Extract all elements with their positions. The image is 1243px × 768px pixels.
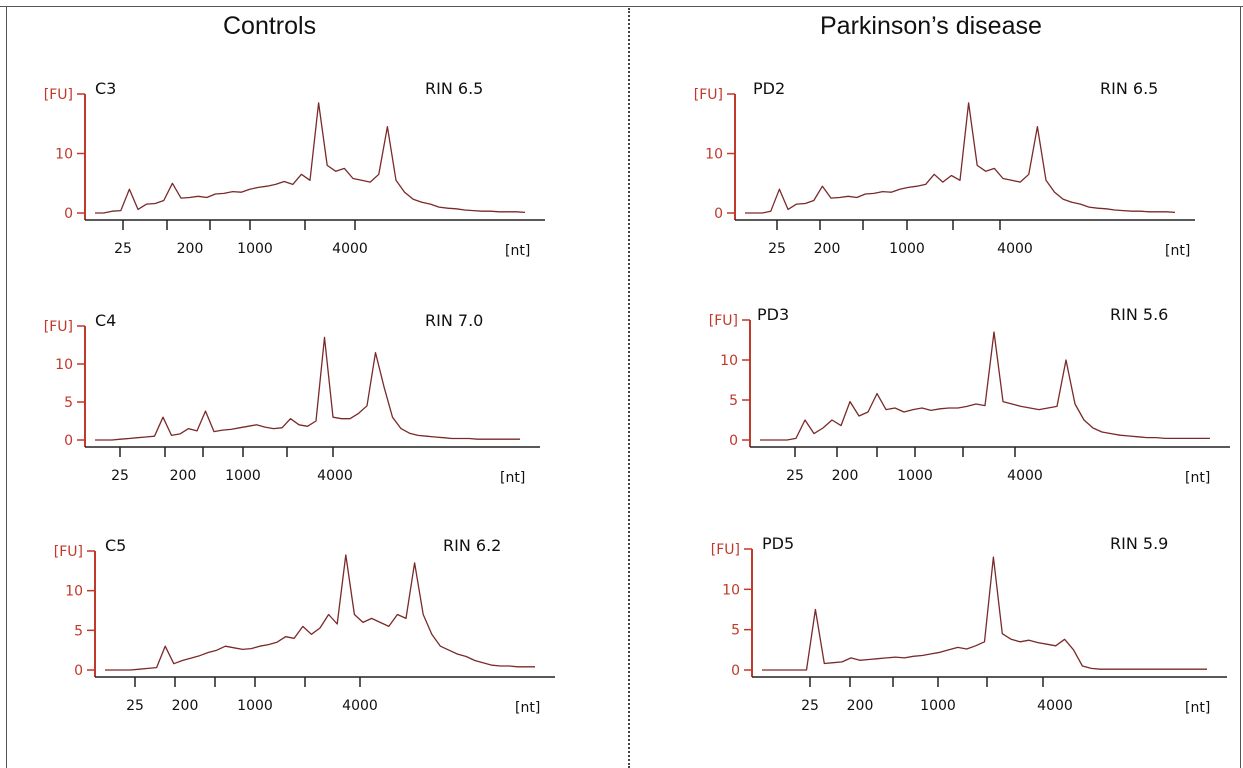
rin-label: RIN 5.9 <box>1110 534 1168 553</box>
rin-label: RIN 5.6 <box>1110 305 1168 324</box>
x-tick-label: 25 <box>126 698 144 714</box>
x-tick-label: 1000 <box>237 698 273 714</box>
x-tick-label: 25 <box>786 468 804 484</box>
rin-label: RIN 6.5 <box>425 79 483 98</box>
trace-line <box>745 102 1176 214</box>
y-tick-label: 10 <box>55 147 73 163</box>
trace-line <box>760 331 1210 441</box>
y-tick-label: 5 <box>731 623 740 639</box>
y-tick-label: 0 <box>714 206 723 222</box>
x-tick-label: 1000 <box>237 241 273 257</box>
x-tick-label: 1000 <box>897 468 933 484</box>
x-axis-label: [nt] <box>515 700 540 716</box>
x-tick-label: 25 <box>768 241 786 257</box>
y-tick-label: 10 <box>720 353 738 369</box>
sample-label: PD5 <box>762 534 794 553</box>
x-tick-label: 200 <box>172 698 199 714</box>
parkinsons-title: Parkinson’s disease <box>820 12 1042 40</box>
x-tick-label: 200 <box>170 468 197 484</box>
sample-label: C3 <box>95 79 116 98</box>
group-divider <box>628 8 630 768</box>
x-axis-label: [nt] <box>500 470 525 486</box>
frame-border-top <box>0 6 1243 7</box>
controls-title: Controls <box>223 12 317 40</box>
y-axis-label: [FU] <box>711 542 740 558</box>
y-tick-label: 10 <box>55 357 73 373</box>
frame-border-left <box>6 6 7 768</box>
trace-line <box>105 554 535 671</box>
x-tick-label: 4000 <box>332 241 368 257</box>
x-tick-label: 4000 <box>317 468 353 484</box>
y-tick-label: 10 <box>65 584 83 600</box>
x-tick-label: 4000 <box>997 241 1033 257</box>
rin-label: RIN 7.0 <box>425 311 483 330</box>
y-tick-label: 0 <box>74 663 83 679</box>
x-axis-label: [nt] <box>1165 243 1190 259</box>
x-axis-label: [nt] <box>1185 470 1210 486</box>
y-tick-label: 5 <box>64 395 73 411</box>
electropherogram-pd5: 0 5 10 [FU] 25 200 1000 4000 [nt] PD5 RIN 5.9 <box>711 534 1227 716</box>
y-tick-label: 10 <box>705 147 723 163</box>
y-axis-label: [FU] <box>54 544 83 560</box>
x-tick-label: 4000 <box>1037 698 1073 714</box>
x-tick-label: 25 <box>114 241 132 257</box>
x-tick-label: 4000 <box>1007 468 1043 484</box>
y-tick-label: 0 <box>64 206 73 222</box>
electropherogram-c4: 0 5 10 [FU] 25 200 1000 4000 [nt] C4 RIN 7.0 <box>44 311 540 486</box>
sample-label: PD3 <box>757 305 789 324</box>
electropherogram-c5: 0 5 10 [FU] 25 200 1000 4000 [nt] C5 RIN 6.2 <box>54 536 555 716</box>
frame-border-right <box>1240 6 1241 768</box>
electropherogram-c3: 0 10 [FU] 25 200 1000 4000 [nt] C3 RIN 6.5 <box>44 79 545 259</box>
electropherogram-pd2: 0 10 [FU] 25 200 1000 4000 [nt] PD2 RIN 6.5 <box>694 79 1195 259</box>
y-axis-label: [FU] <box>709 313 738 329</box>
trace-line <box>762 556 1207 671</box>
sample-label: PD2 <box>753 79 785 98</box>
y-tick-label: 0 <box>731 663 740 679</box>
rin-label: RIN 6.2 <box>443 536 501 555</box>
x-tick-label: 200 <box>177 241 204 257</box>
x-axis-label: [nt] <box>1185 700 1210 716</box>
y-tick-label: 0 <box>729 433 738 449</box>
x-tick-label: 200 <box>832 468 859 484</box>
sample-label: C4 <box>95 311 116 330</box>
electropherogram-pd3: 0 5 10 [FU] 25 200 1000 4000 [nt] PD3 RIN 5.6 <box>709 305 1230 486</box>
x-tick-label: 200 <box>814 241 841 257</box>
rin-label: RIN 6.5 <box>1100 79 1158 98</box>
x-tick-label: 4000 <box>342 698 378 714</box>
y-tick-label: 10 <box>722 582 740 598</box>
sample-label: C5 <box>105 536 126 555</box>
y-tick-label: 0 <box>64 433 73 449</box>
x-tick-label: 25 <box>111 468 129 484</box>
y-tick-label: 5 <box>74 623 83 639</box>
x-tick-label: 25 <box>801 698 819 714</box>
y-tick-label: 5 <box>729 393 738 409</box>
x-tick-label: 1000 <box>225 468 261 484</box>
trace-line <box>95 102 526 214</box>
x-tick-label: 200 <box>847 698 874 714</box>
trace-line <box>95 336 520 441</box>
x-tick-label: 1000 <box>920 698 956 714</box>
y-axis-label: [FU] <box>44 87 73 103</box>
y-axis-label: [FU] <box>44 319 73 335</box>
y-axis-label: [FU] <box>694 87 723 103</box>
x-tick-label: 1000 <box>889 241 925 257</box>
x-axis-label: [nt] <box>505 243 530 259</box>
